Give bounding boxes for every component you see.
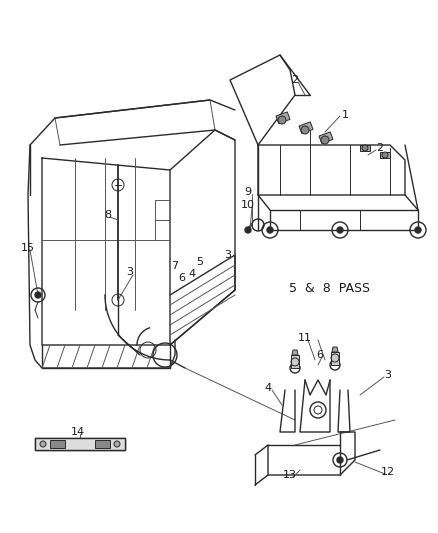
Text: 7: 7 (171, 261, 178, 271)
Text: 10: 10 (240, 200, 254, 210)
Bar (318, 132, 332, 143)
Bar (95, 440, 110, 448)
Circle shape (114, 441, 120, 447)
Text: 14: 14 (71, 427, 85, 437)
Circle shape (361, 145, 367, 151)
Polygon shape (331, 347, 337, 352)
Text: 11: 11 (297, 333, 311, 343)
Bar (276, 112, 290, 124)
Text: 12: 12 (380, 467, 394, 477)
Bar (379, 152, 389, 158)
Circle shape (336, 227, 342, 233)
Text: 13: 13 (283, 470, 297, 480)
Text: 3: 3 (126, 267, 133, 277)
Text: 15: 15 (21, 243, 35, 253)
Circle shape (336, 457, 342, 463)
Polygon shape (291, 350, 297, 355)
Text: 3: 3 (384, 370, 391, 380)
Text: 4: 4 (188, 269, 195, 279)
Text: 1: 1 (341, 110, 348, 120)
Bar (330, 352, 338, 365)
Text: 6: 6 (178, 273, 185, 283)
Bar (50, 440, 65, 448)
Text: 2: 2 (291, 75, 298, 85)
Circle shape (266, 227, 272, 233)
Circle shape (414, 227, 420, 233)
Circle shape (300, 126, 308, 134)
Bar (35, 438, 125, 450)
Bar (359, 145, 369, 151)
Text: 5: 5 (196, 257, 203, 267)
Text: 9: 9 (244, 187, 251, 197)
Text: 5  &  8  PASS: 5 & 8 PASS (289, 281, 370, 295)
Text: 4: 4 (264, 383, 271, 393)
Circle shape (320, 136, 328, 144)
Circle shape (277, 116, 285, 124)
Text: 6: 6 (316, 350, 323, 360)
Circle shape (381, 152, 387, 158)
Circle shape (35, 292, 41, 298)
Bar (290, 355, 298, 368)
Circle shape (244, 227, 251, 233)
Circle shape (40, 441, 46, 447)
Bar (298, 122, 312, 134)
Text: 3: 3 (224, 250, 231, 260)
Text: 8: 8 (104, 210, 111, 220)
Text: 2: 2 (375, 143, 383, 153)
